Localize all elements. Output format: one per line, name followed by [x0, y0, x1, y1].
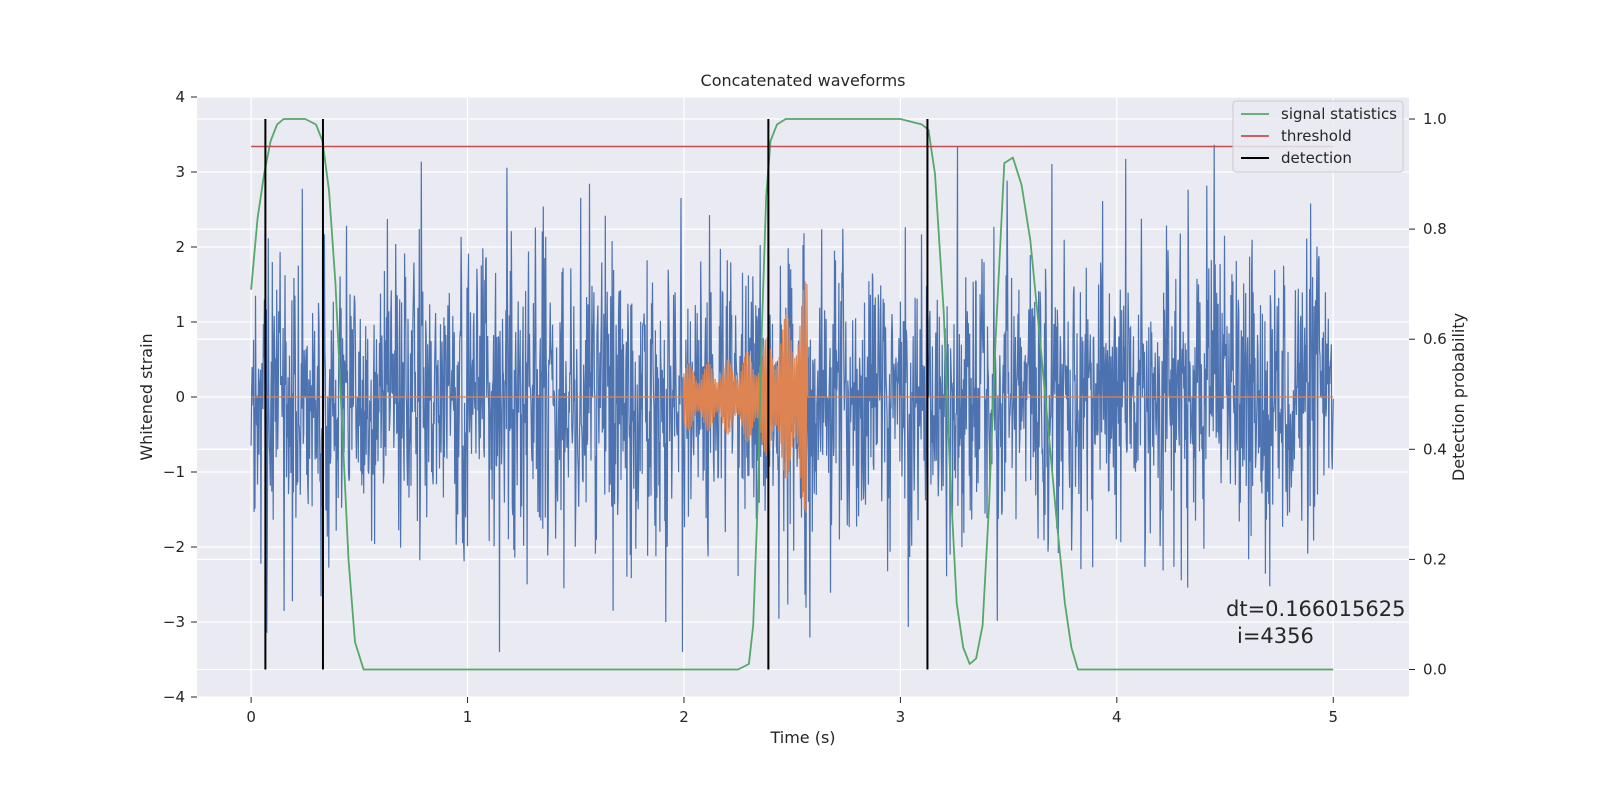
legend-box — [1232, 100, 1404, 173]
legend-label-detection: detection — [1281, 149, 1352, 167]
x-tick-label: 1 — [463, 708, 473, 726]
annotation-dt: dt=0.166015625 — [1226, 597, 1405, 621]
x-tick-label: 4 — [1112, 708, 1122, 726]
template-line — [251, 281, 1334, 513]
template-series — [251, 281, 1334, 513]
x-tick-label: 2 — [679, 708, 689, 726]
y-tick-label: 1 — [175, 313, 185, 331]
detection-series — [264, 119, 929, 670]
x-tick-label: 5 — [1328, 708, 1338, 726]
y-tick-label: −2 — [163, 538, 185, 556]
annotation-index: i=4356 — [1237, 624, 1314, 648]
y-tick-label: −3 — [163, 613, 185, 631]
y-tick-label: 0 — [175, 388, 185, 406]
y2-tick-label: 0.0 — [1423, 660, 1447, 678]
y2-axis-title: Detection probability — [1449, 313, 1468, 481]
y-tick-label: −4 — [163, 688, 185, 706]
legend-label-threshold: threshold — [1281, 127, 1352, 145]
y-tick-label: 4 — [175, 88, 185, 106]
x-axis-title: Time (s) — [769, 728, 835, 747]
y-tick-label: −1 — [163, 463, 185, 481]
legend: signal statistics threshold detection — [1232, 100, 1404, 173]
legend-label-signal-statistics: signal statistics — [1281, 105, 1397, 123]
y2-tick-label: 1.0 — [1423, 110, 1447, 128]
y-tick-label: 2 — [175, 238, 185, 256]
y2-tick-label: 0.4 — [1423, 440, 1447, 458]
y2-tick-label: 0.6 — [1423, 330, 1447, 348]
y-tick-label: 3 — [175, 163, 185, 181]
x-tick-label: 3 — [896, 708, 906, 726]
axes: 0 1 2 3 4 5 −4 −3 −2 −1 0 1 2 3 4 0.0 0.2 0.4 0.6 0.8 1.0 — [163, 88, 1447, 726]
y2-tick-label: 0.2 — [1423, 550, 1447, 568]
chart-title: Concatenated waveforms — [701, 71, 906, 90]
y2-tick-label: 0.8 — [1423, 220, 1447, 238]
x-tick-label: 0 — [246, 708, 256, 726]
y-axis-title: Whitened strain — [137, 333, 156, 460]
